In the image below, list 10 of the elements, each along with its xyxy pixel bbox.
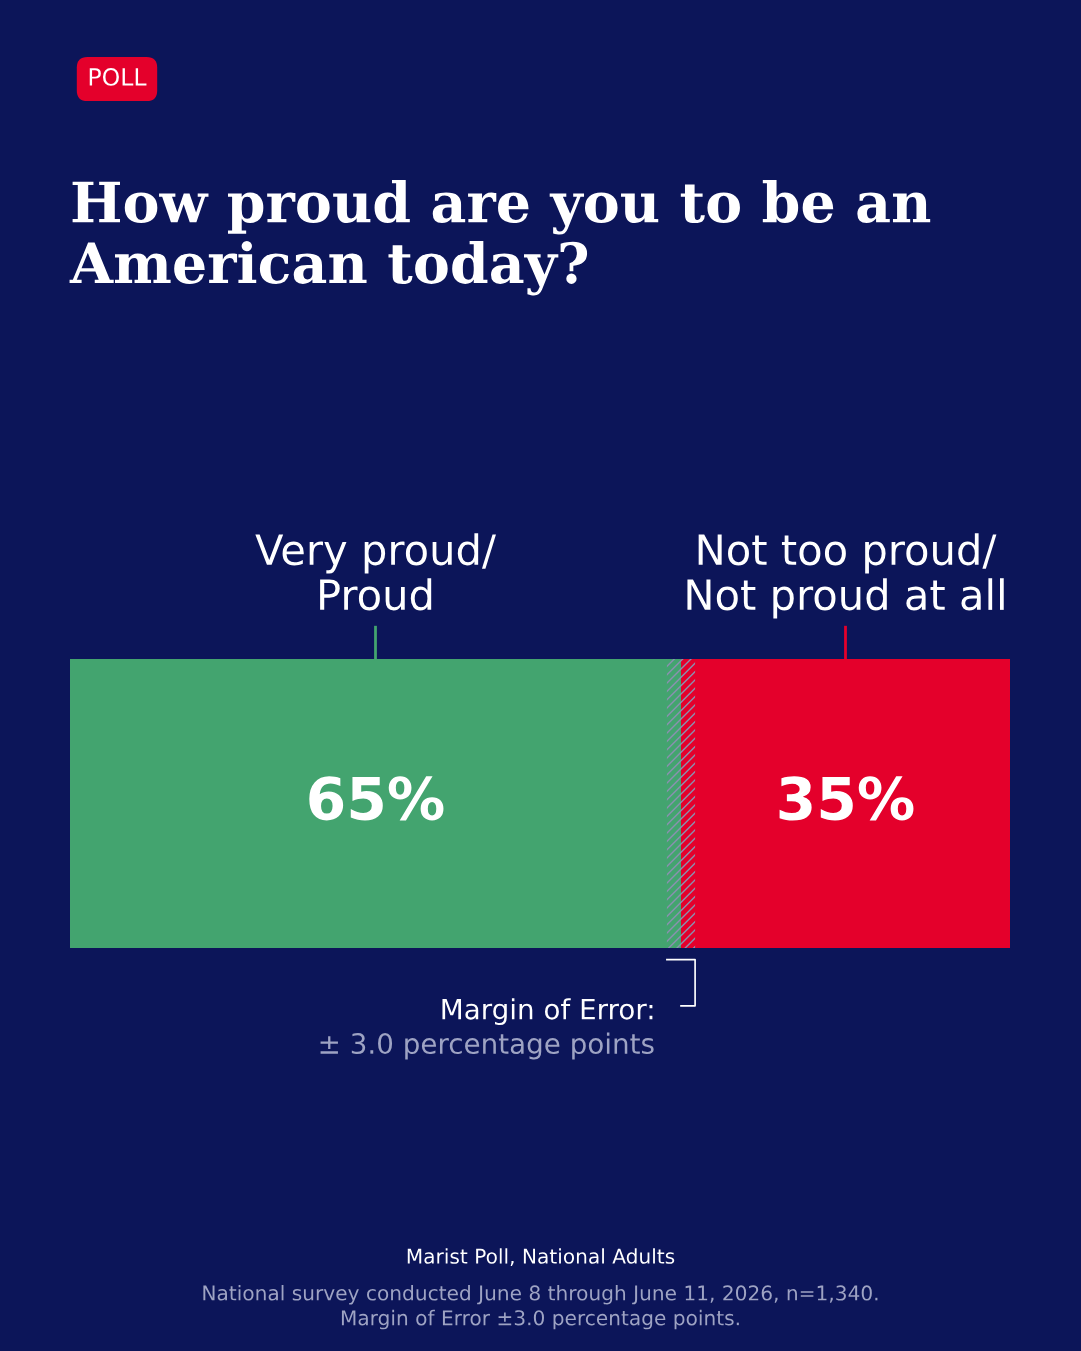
text: POLL [89, 67, 147, 86]
text: ± 3.0 percentage points [320, 1032, 654, 1060]
chart-title: How proud are you to be an American today? [69, 180, 931, 296]
series-label: Not too proud/ Not proud at all [687, 533, 1004, 619]
text: Marist Poll, National Adults [407, 1248, 675, 1266]
band-label: Margin of Error: [442, 998, 653, 1026]
data-label: 65% [309, 776, 444, 821]
text: National survey conducted June 8 through June 11, 2026, n=1,340. Margin of Error ±3.0 percentage points. [203, 1285, 878, 1330]
series-label: Very proud/ Proud [255, 533, 496, 611]
data-label: 35% [779, 776, 914, 821]
